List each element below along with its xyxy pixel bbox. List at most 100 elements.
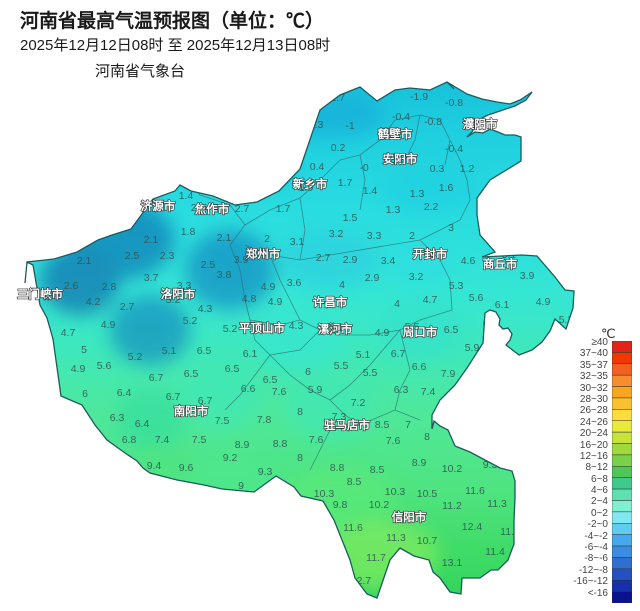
svg-text:1.8: 1.8	[181, 226, 196, 238]
svg-text:1.6: 1.6	[49, 247, 64, 259]
svg-text:8: 8	[297, 452, 303, 464]
svg-text:6: 6	[305, 366, 311, 378]
svg-text:2.5: 2.5	[125, 250, 140, 262]
svg-text:郑州市: 郑州市	[246, 247, 281, 261]
svg-text:4.9: 4.9	[261, 281, 276, 293]
svg-text:濮阳市: 濮阳市	[463, 117, 498, 131]
svg-text:4.3: 4.3	[198, 303, 213, 315]
svg-text:1.9: 1.9	[299, 182, 314, 194]
svg-text:7.8: 7.8	[257, 414, 272, 426]
svg-text:2.1: 2.1	[77, 255, 92, 267]
svg-text:0.1: 0.1	[390, 154, 405, 166]
svg-text:4: 4	[394, 298, 400, 310]
svg-text:3.9: 3.9	[234, 254, 249, 266]
svg-text:9.8: 9.8	[333, 499, 348, 511]
svg-text:-0.5: -0.5	[238, 155, 256, 167]
svg-text:11.3: 11.3	[487, 498, 507, 510]
svg-text:6.6: 6.6	[412, 361, 427, 373]
svg-text:4.9: 4.9	[375, 327, 390, 339]
svg-text:6.1: 6.1	[495, 299, 510, 311]
svg-text:8: 8	[424, 431, 430, 443]
svg-text:12.7: 12.7	[351, 575, 372, 587]
svg-text:-1.9: -1.9	[410, 91, 428, 103]
svg-text:0.7: 0.7	[278, 166, 293, 178]
svg-text:8.9: 8.9	[412, 457, 427, 469]
svg-text:10.3: 10.3	[385, 486, 406, 498]
svg-text:5.2: 5.2	[223, 323, 238, 335]
svg-text:1.4: 1.4	[81, 199, 96, 211]
svg-text:-0.4: -0.4	[392, 111, 410, 123]
svg-text:6.1: 6.1	[243, 348, 258, 360]
svg-text:6.4: 6.4	[135, 418, 150, 430]
svg-text:7.4: 7.4	[155, 434, 170, 446]
svg-text:9: 9	[238, 480, 244, 492]
svg-text:1.7: 1.7	[276, 203, 291, 215]
svg-text:3: 3	[448, 222, 454, 234]
svg-text:3.6: 3.6	[287, 277, 302, 289]
svg-text:8: 8	[297, 406, 303, 418]
svg-text:济源市: 济源市	[141, 199, 176, 213]
svg-text:5.5: 5.5	[363, 367, 378, 379]
svg-text:5.6: 5.6	[469, 292, 484, 304]
svg-text:开封市: 开封市	[413, 247, 448, 261]
svg-text:10.3: 10.3	[314, 488, 335, 500]
svg-text:6.5: 6.5	[444, 324, 459, 336]
svg-text:平顶山市: 平顶山市	[239, 321, 285, 335]
svg-text:5.2: 5.2	[166, 294, 181, 306]
svg-text:1.7: 1.7	[338, 177, 353, 189]
svg-text:8.8: 8.8	[273, 438, 288, 450]
svg-text:0.1: 0.1	[200, 163, 215, 175]
svg-text:6.5: 6.5	[225, 363, 240, 375]
svg-text:2.1: 2.1	[144, 234, 159, 246]
svg-text:3.4: 3.4	[381, 255, 396, 267]
svg-text:7.5: 7.5	[192, 434, 207, 446]
svg-text:7.6: 7.6	[309, 434, 324, 446]
svg-text:4.7: 4.7	[423, 294, 438, 306]
svg-text:2.5: 2.5	[68, 232, 83, 244]
svg-text:11.6: 11.6	[465, 485, 485, 497]
svg-text:4.9: 4.9	[536, 296, 551, 308]
svg-text:5: 5	[81, 344, 87, 356]
svg-text:11.8: 11.8	[500, 526, 520, 538]
svg-text:4: 4	[339, 279, 345, 291]
svg-text:1.3: 1.3	[386, 204, 401, 216]
svg-text:0.4: 0.4	[310, 161, 325, 173]
svg-text:10.7: 10.7	[417, 535, 438, 547]
svg-text:3.1: 3.1	[290, 236, 305, 248]
svg-text:6.7: 6.7	[391, 348, 406, 360]
svg-text:2.7: 2.7	[120, 301, 135, 313]
svg-text:8.5: 8.5	[347, 476, 362, 488]
svg-text:4.9: 4.9	[71, 363, 86, 375]
svg-text:0.3: 0.3	[430, 163, 445, 175]
svg-text:10.2: 10.2	[442, 463, 463, 475]
svg-text:6.7: 6.7	[149, 372, 164, 384]
svg-text:7.3: 7.3	[332, 411, 347, 423]
svg-text:5.2: 5.2	[183, 315, 198, 327]
svg-text:8.5: 8.5	[375, 419, 390, 431]
svg-text:8.8: 8.8	[330, 462, 345, 474]
svg-text:3.2: 3.2	[329, 228, 344, 240]
svg-text:4.2: 4.2	[86, 296, 101, 308]
svg-text:7.6: 7.6	[386, 435, 401, 447]
svg-text:-0: -0	[359, 162, 368, 174]
svg-text:-0.4: -0.4	[445, 143, 463, 155]
svg-text:1.3: 1.3	[410, 188, 425, 200]
svg-text:6.5: 6.5	[184, 368, 199, 380]
svg-text:8.5: 8.5	[370, 464, 385, 476]
svg-text:4.6: 4.6	[461, 255, 476, 267]
svg-text:1.5: 1.5	[343, 212, 358, 224]
svg-text:1.1: 1.1	[253, 182, 268, 194]
svg-text:3.3: 3.3	[367, 230, 382, 242]
svg-text:9.6: 9.6	[179, 462, 194, 474]
svg-text:6.4: 6.4	[117, 387, 132, 399]
svg-text:7.2: 7.2	[351, 397, 366, 409]
svg-text:11.3: 11.3	[386, 532, 406, 544]
svg-text:8.9: 8.9	[235, 439, 250, 451]
svg-text:3.8: 3.8	[217, 269, 232, 281]
svg-text:1.4: 1.4	[363, 185, 378, 197]
svg-text:3.7: 3.7	[144, 272, 159, 284]
svg-text:-0.8: -0.8	[445, 97, 463, 109]
svg-text:4.7: 4.7	[61, 327, 76, 339]
svg-text:2.7: 2.7	[235, 203, 250, 215]
svg-text:2.2: 2.2	[191, 202, 206, 214]
